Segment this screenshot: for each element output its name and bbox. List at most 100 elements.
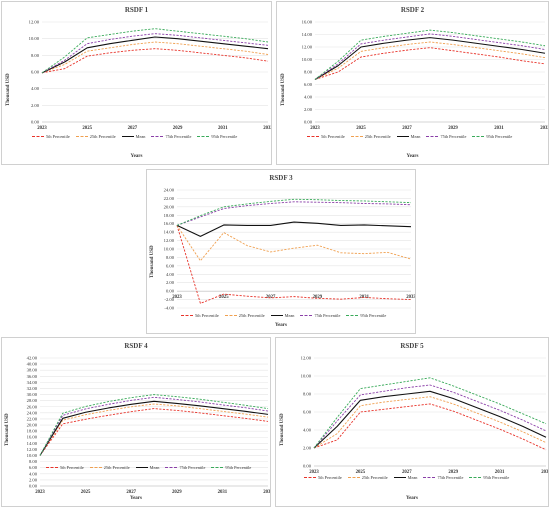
legend-label: 5th Percentile: [60, 465, 84, 470]
x-tick-label: 2033: [406, 295, 415, 300]
chart-title: RSDF 3: [269, 174, 293, 182]
x-tick-label: 2025: [356, 126, 366, 131]
y-tick-label: 0.00: [166, 289, 175, 294]
legend-item-p25: 25th Percentile: [75, 134, 116, 139]
x-tick-label: 2033: [540, 126, 548, 131]
legend-item-p25: 25th Percentile: [89, 465, 130, 470]
x-tick-label: 2033: [263, 490, 270, 495]
legend-label: 5th Percentile: [321, 134, 345, 139]
y-tick-label: 10.00: [29, 36, 40, 41]
legend-swatch: [121, 136, 134, 137]
legend-label: 75th Percentile: [437, 475, 464, 480]
legend-swatch: [181, 315, 193, 316]
y-tick-label: 20.00: [27, 423, 38, 428]
series-line-p75: [314, 33, 546, 80]
y-tick-label: 0.00: [303, 464, 312, 469]
y-tick-label: 8.00: [304, 70, 313, 75]
x-tick-label: 2029: [448, 126, 458, 131]
y-tick-label: 0.00: [29, 484, 38, 489]
legend-swatch: [426, 136, 439, 137]
y-tick-label: 12.00: [302, 45, 313, 50]
legend: 5th Percentile 25th Percentile Mean 75th Pe…: [32, 134, 272, 139]
y-tick-label: 12.00: [29, 20, 40, 25]
legend-item-p75: 75th Percentile: [300, 313, 340, 318]
plot-area: -4.00 -2.00 0.00 2.00 4.00 6.00 8.00 10.00 12.00…: [164, 188, 415, 311]
y-axis-label: Thousand USD: [281, 73, 286, 106]
legend-swatch: [224, 315, 237, 316]
series-line-mean: [39, 400, 269, 456]
series-line-p75: [176, 201, 412, 226]
legend-item-p95: 95th Percentile: [346, 313, 386, 318]
y-tick-label: 4.00: [303, 428, 312, 433]
y-tick-label: 10.00: [164, 247, 175, 252]
y-tick-label: 6.00: [31, 70, 40, 75]
legend-label: 75th Percentile: [440, 134, 467, 139]
legend: 5th Percentile 25th Percentile Mean 75th Pe…: [304, 475, 549, 480]
y-tick-label: 10.00: [302, 57, 313, 62]
y-tick-label: 2.00: [303, 446, 312, 451]
chart-title: RSDF 2: [400, 6, 425, 14]
y-tick-label: 22.00: [164, 196, 175, 201]
y-tick-label: 2.00: [166, 280, 175, 285]
series-line-p25: [313, 396, 547, 449]
legend-swatch: [472, 136, 485, 137]
legend-item-p25: 25th Percentile: [347, 475, 388, 480]
chart-panel-rsdf-5: 0.00 2.00 4.00 6.00 8.00 10.00 12.00 2023 2025 20…: [275, 337, 549, 507]
legend-label: Mean: [149, 465, 160, 470]
y-tick-label: 10.00: [27, 453, 38, 458]
series-line-p75: [39, 396, 269, 456]
series-line-p25: [176, 225, 412, 262]
legend: 5th Percentile 25th Percentile Mean 75th Pe…: [46, 465, 266, 470]
chart-panel-rsdf-2: 0.00 2.00 4.00 6.00 8.00 10.00 12.00 14.00 16.00…: [276, 1, 549, 165]
legend-swatch: [197, 136, 210, 137]
legend-label: 25th Percentile: [364, 134, 391, 139]
x-tick-label: 2027: [402, 470, 412, 475]
y-tick-label: 0.00: [31, 120, 40, 125]
y-tick-label: 6.00: [304, 82, 313, 87]
legend-item-mean: Mean: [393, 475, 417, 480]
legend-item-p95: 95th Percentile: [472, 134, 512, 139]
legend-label: 5th Percentile: [46, 134, 70, 139]
legend-swatch: [165, 467, 178, 468]
x-axis-label: Years: [130, 154, 143, 159]
chart-panel-rsdf-4: 0.00 2.00 4.00 6.00 8.00 10.00 12.00 14.00 16.00…: [1, 337, 271, 507]
legend-swatch: [75, 136, 88, 137]
legend-label: 75th Percentile: [179, 465, 206, 470]
x-tick-label: 2027: [266, 295, 276, 300]
y-tick-label: -2.00: [164, 297, 174, 302]
y-tick-label: 6.00: [166, 263, 175, 268]
chart-panel-rsdf-3: -4.00 -2.00 0.00 2.00 4.00 6.00 8.00 10.00 12.00…: [146, 169, 416, 334]
legend-swatch: [32, 136, 44, 137]
x-tick-label: 2025: [356, 470, 366, 475]
legend-item-p25: 25th Percentile: [224, 313, 265, 318]
y-tick-label: 12.00: [27, 447, 38, 452]
x-tick-label: 2031: [494, 126, 504, 131]
legend-swatch: [346, 315, 359, 316]
y-tick-label: 26.00: [27, 404, 38, 409]
legend-label: Mean: [135, 134, 146, 139]
legend-item-p75: 75th Percentile: [151, 134, 191, 139]
x-tick-label: 2031: [218, 490, 228, 495]
x-tick-label: 2027: [126, 490, 136, 495]
x-tick-label: 2025: [81, 490, 91, 495]
legend-swatch: [393, 477, 406, 478]
x-tick-label: 2031: [218, 126, 228, 131]
y-tick-label: 16.00: [302, 20, 313, 25]
legend-swatch: [304, 477, 316, 478]
series-line-p95: [41, 28, 269, 74]
series-line-mean: [41, 36, 269, 74]
legend-swatch: [151, 136, 164, 137]
x-tick-label: 2023: [172, 295, 182, 300]
x-tick-label: 2023: [37, 126, 47, 131]
legend-swatch: [350, 136, 363, 137]
chart-panel-rsdf-1: 0.00 2.00 4.00 6.00 8.00 10.00 12.00 2023 2025 20…: [1, 1, 272, 165]
legend-swatch: [396, 136, 409, 137]
legend-label: 95th Percentile: [225, 465, 252, 470]
plot-area: 0.00 2.004.006.008.0010.0012.0014.0016.00…: [27, 356, 270, 496]
y-tick-label: 34.00: [27, 380, 38, 385]
legend-label: 25th Percentile: [89, 134, 116, 139]
legend-item-p95: 95th Percentile: [469, 475, 509, 480]
legend-label: 95th Percentile: [211, 134, 238, 139]
y-tick-label: 8.00: [31, 53, 40, 58]
legend-item-mean: Mean: [135, 465, 160, 470]
